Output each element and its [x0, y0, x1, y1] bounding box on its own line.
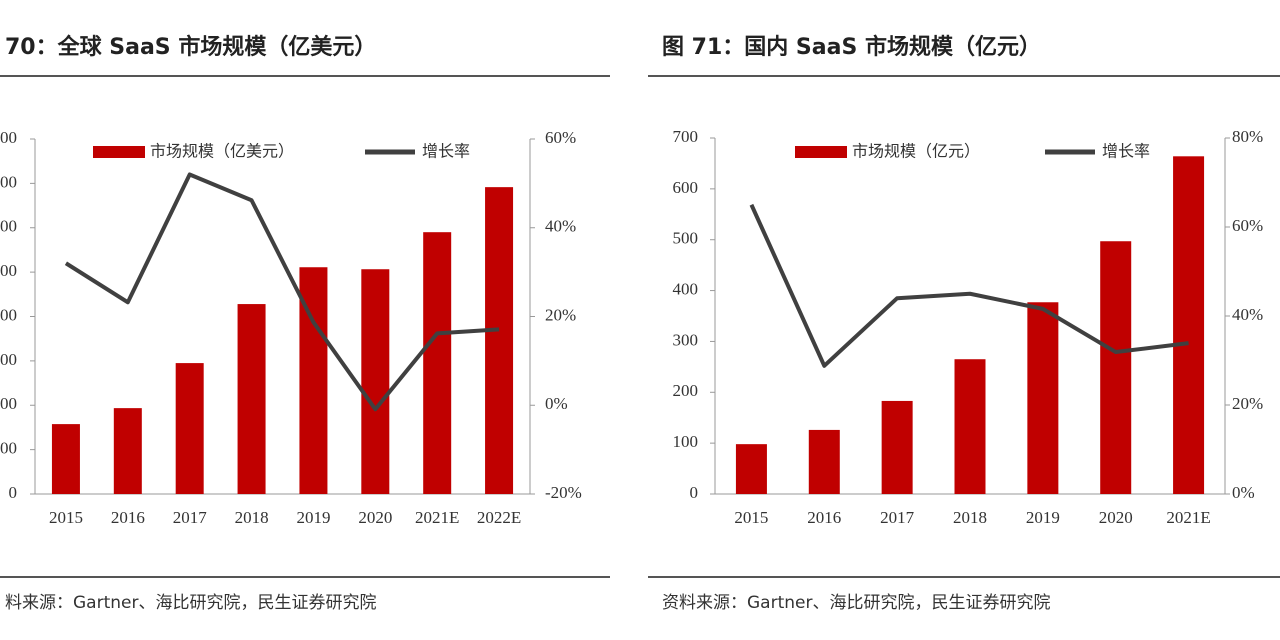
legend-label: 市场规模（亿美元） — [150, 142, 294, 161]
y2-tick-label: 0% — [545, 394, 568, 413]
x-tick-label: 2022E — [477, 508, 521, 527]
y2-tick-label: 80% — [1232, 127, 1263, 146]
y-tick-label: 00 — [0, 305, 17, 324]
y-tick-label: 00 — [0, 439, 17, 458]
y-tick-label: 00 — [0, 350, 17, 369]
bar — [1100, 241, 1132, 494]
legend-swatch — [795, 146, 847, 158]
bar — [237, 304, 266, 494]
y-tick-label: 00 — [0, 261, 17, 280]
y2-tick-label: 60% — [545, 128, 576, 147]
bar — [423, 232, 452, 494]
chart-title: 70：全球 SaaS 市场规模（亿美元） — [5, 34, 376, 60]
legend-swatch — [93, 146, 145, 158]
y-tick-label: 00 — [0, 394, 17, 413]
bar — [51, 424, 80, 494]
bar — [485, 187, 514, 494]
y-tick-label: 0 — [9, 483, 18, 502]
y-tick-label: 100 — [673, 432, 699, 451]
source-note: 资料来源：Gartner、海比研究院，民生证券研究院 — [662, 593, 1050, 613]
y-tick-label: 400 — [673, 279, 699, 298]
y-tick-label: 0 — [690, 483, 699, 502]
y-tick-label: 700 — [673, 127, 699, 146]
x-tick-label: 2018 — [953, 508, 987, 527]
y2-tick-label: 40% — [1232, 305, 1263, 324]
x-tick-label: 2019 — [1026, 508, 1060, 527]
bar — [361, 269, 390, 494]
y2-tick-label: 60% — [1232, 216, 1263, 235]
x-tick-label: 2018 — [235, 508, 269, 527]
y2-tick-label: -20% — [545, 483, 582, 502]
line — [64, 172, 500, 412]
bar — [113, 408, 142, 494]
line — [749, 203, 1189, 368]
x-tick-label: 2019 — [296, 508, 330, 527]
bar — [954, 359, 986, 494]
x-tick-label: 2020 — [358, 508, 392, 527]
x-tick-label: 2016 — [807, 508, 841, 527]
y-tick-label: 00 — [0, 172, 17, 191]
x-tick-label: 2017 — [880, 508, 915, 527]
x-tick-label: 2021E — [415, 508, 459, 527]
legend-label: 市场规模（亿元） — [852, 142, 980, 161]
y2-tick-label: 0% — [1232, 483, 1255, 502]
bar — [735, 444, 767, 494]
x-tick-label: 2020 — [1099, 508, 1133, 527]
x-tick-label: 2016 — [111, 508, 145, 527]
legend-label: 增长率 — [422, 142, 470, 161]
bar — [808, 429, 840, 494]
y-tick-label: 600 — [673, 178, 699, 197]
x-tick-label: 2017 — [173, 508, 208, 527]
x-tick-label: 2021E — [1166, 508, 1210, 527]
y-tick-label: 200 — [673, 381, 699, 400]
y-tick-label: 00 — [0, 128, 17, 147]
legend-label: 增长率 — [1102, 142, 1150, 161]
x-tick-label: 2015 — [734, 508, 768, 527]
source-note: 料来源：Gartner、海比研究院，民生证券研究院 — [5, 593, 376, 613]
x-tick-label: 2015 — [49, 508, 83, 527]
y-tick-label: 300 — [673, 330, 699, 349]
y2-tick-label: 20% — [1232, 394, 1263, 413]
y-tick-label: 00 — [0, 217, 17, 236]
bar — [881, 400, 913, 494]
y2-tick-label: 40% — [545, 217, 576, 236]
bar — [1173, 156, 1205, 494]
bar — [1027, 302, 1059, 494]
y-tick-label: 500 — [673, 229, 699, 248]
chart-title: 图 71：国内 SaaS 市场规模（亿元） — [662, 34, 1041, 60]
bar — [175, 363, 204, 494]
y2-tick-label: 20% — [545, 305, 576, 324]
